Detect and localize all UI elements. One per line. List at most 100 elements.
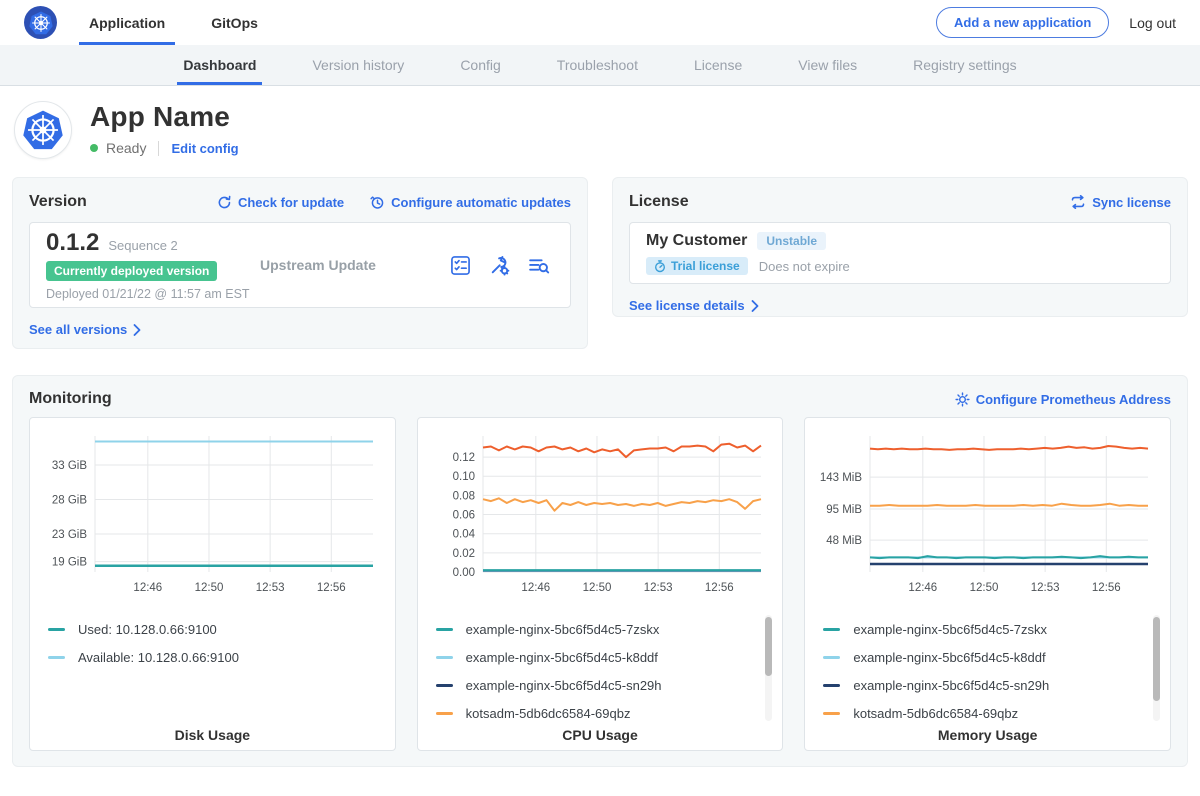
brand-logo[interactable] bbox=[24, 0, 57, 45]
subnav-registry-settings[interactable]: Registry settings bbox=[911, 45, 1018, 85]
disk-usage-title: Disk Usage bbox=[38, 727, 387, 747]
logout-button[interactable]: Log out bbox=[1129, 15, 1176, 31]
version-number: 0.1.2 bbox=[46, 229, 99, 257]
subnav-view-files[interactable]: View files bbox=[796, 45, 859, 85]
x-tick-label: 12:46 bbox=[521, 582, 550, 594]
legend-swatch-icon bbox=[48, 656, 65, 659]
tab-application[interactable]: Application bbox=[85, 0, 169, 45]
edit-config-link[interactable]: Edit config bbox=[171, 141, 238, 156]
legend-item: example-nginx-5bc6f5d4c5-sn29h bbox=[436, 671, 761, 699]
y-tick-label: 48 MiB bbox=[827, 535, 863, 547]
sync-license-link[interactable]: Sync license bbox=[1070, 195, 1171, 210]
y-tick-label: 0.02 bbox=[452, 548, 474, 560]
legend-label: Used: 10.128.0.66:9100 bbox=[78, 622, 217, 637]
legend-item: kotsadm-5db6dc6584-69qbz bbox=[436, 699, 761, 727]
top-navbar: Application GitOps Add a new application… bbox=[0, 0, 1200, 45]
chevron-right-icon bbox=[751, 300, 759, 312]
version-card: Version Check for update Configure au bbox=[12, 177, 588, 349]
sync-license-label: Sync license bbox=[1092, 195, 1171, 210]
chart-canvas: 12:4612:5012:5312:560.120.100.080.060.04… bbox=[426, 426, 769, 608]
see-license-details-label: See license details bbox=[629, 298, 745, 313]
divider bbox=[158, 141, 159, 156]
legend-label: Available: 10.128.0.66:9100 bbox=[78, 650, 239, 665]
legend-swatch-icon bbox=[823, 656, 840, 659]
channel-badge: Unstable bbox=[757, 232, 826, 250]
subnav-dashboard[interactable]: Dashboard bbox=[181, 45, 258, 85]
memory-usage-legend: example-nginx-5bc6f5d4c5-7zskx example-ng… bbox=[813, 613, 1162, 727]
legend-scrollbar-thumb[interactable] bbox=[1153, 617, 1160, 701]
cpu-usage-title: CPU Usage bbox=[426, 727, 775, 747]
memory-usage-chart-card: 12:4612:5012:5312:56143 MiB95 MiB48 MiB … bbox=[804, 417, 1171, 751]
x-tick-label: 12:46 bbox=[909, 582, 938, 594]
subnav-version-history[interactable]: Version history bbox=[310, 45, 406, 85]
subnav-config[interactable]: Config bbox=[458, 45, 502, 85]
legend-swatch-icon bbox=[823, 628, 840, 631]
subnav-troubleshoot[interactable]: Troubleshoot bbox=[555, 45, 640, 85]
expiration-label: Does not expire bbox=[759, 259, 850, 274]
y-tick-label: 143 MiB bbox=[820, 472, 863, 484]
x-tick-label: 12:53 bbox=[1031, 582, 1060, 594]
y-tick-label: 0.12 bbox=[452, 452, 474, 464]
view-diff-icon[interactable] bbox=[527, 254, 550, 277]
legend-label: example-nginx-5bc6f5d4c5-sn29h bbox=[466, 678, 662, 693]
legend-item: example-nginx-5bc6f5d4c5-k8ddf bbox=[436, 643, 761, 671]
legend-swatch-icon bbox=[436, 656, 453, 659]
y-tick-label: 28 GiB bbox=[52, 495, 87, 507]
legend-swatch-icon bbox=[436, 628, 453, 631]
y-tick-label: 0.04 bbox=[452, 529, 475, 541]
gear-icon bbox=[955, 392, 970, 407]
legend-item: example-nginx-5bc6f5d4c5-7zskx bbox=[823, 615, 1148, 643]
cpu-usage-chart-card: 12:4612:5012:5312:560.120.100.080.060.04… bbox=[417, 417, 784, 751]
see-license-details-link[interactable]: See license details bbox=[629, 298, 759, 313]
stopwatch-icon bbox=[654, 260, 666, 273]
check-for-update-link[interactable]: Check for update bbox=[217, 195, 344, 210]
x-tick-label: 12:56 bbox=[705, 582, 734, 594]
subnav-license[interactable]: License bbox=[692, 45, 744, 85]
tab-gitops[interactable]: GitOps bbox=[207, 0, 262, 45]
app-subnav: Dashboard Version history Config Trouble… bbox=[0, 45, 1200, 86]
license-card: License Sync license My Customer Unstabl… bbox=[612, 177, 1188, 317]
configure-prometheus-link[interactable]: Configure Prometheus Address bbox=[955, 392, 1171, 407]
legend-item: example-nginx-5bc6f5d4c5-sn29h bbox=[823, 671, 1148, 699]
version-source-label: Upstream Update bbox=[260, 257, 449, 273]
configure-automatic-updates-link[interactable]: Configure automatic updates bbox=[370, 195, 571, 210]
schedule-icon bbox=[370, 195, 385, 210]
status-badge: Ready bbox=[106, 140, 146, 156]
x-tick-label: 12:50 bbox=[582, 582, 611, 594]
check-for-update-label: Check for update bbox=[238, 195, 344, 210]
legend-swatch-icon bbox=[48, 628, 65, 631]
disk-usage-legend: Used: 10.128.0.66:9100 Available: 10.128.… bbox=[38, 613, 387, 727]
cpu-usage-plot: 12:4612:5012:5312:560.120.100.080.060.04… bbox=[426, 426, 775, 613]
add-application-button[interactable]: Add a new application bbox=[936, 7, 1109, 38]
page-title: App Name bbox=[90, 101, 239, 133]
status-dot-icon bbox=[90, 144, 98, 152]
y-tick-label: 33 GiB bbox=[52, 460, 87, 472]
legend-label: example-nginx-5bc6f5d4c5-k8ddf bbox=[853, 650, 1045, 665]
top-tabs: Application GitOps bbox=[85, 0, 262, 45]
sequence-label: Sequence 2 bbox=[108, 238, 177, 253]
config-wrench-icon[interactable] bbox=[488, 254, 511, 277]
preflight-checks-icon[interactable] bbox=[449, 254, 472, 277]
disk-usage-plot: 12:4612:5012:5312:5633 GiB28 GiB23 GiB19… bbox=[38, 426, 387, 613]
see-all-versions-link[interactable]: See all versions bbox=[29, 322, 141, 337]
app-header: App Name Ready Edit config bbox=[0, 86, 1200, 171]
x-tick-label: 12:56 bbox=[317, 582, 346, 594]
license-detail-card: My Customer Unstable Trial license Does … bbox=[629, 222, 1171, 284]
chevron-right-icon bbox=[133, 324, 141, 336]
current-version-card: 0.1.2 Sequence 2 Currently deployed vers… bbox=[29, 222, 571, 308]
license-type-badge: Trial license bbox=[646, 257, 748, 275]
license-type-label: Trial license bbox=[671, 259, 740, 273]
legend-scrollbar-thumb[interactable] bbox=[765, 617, 772, 676]
legend-scrollbar[interactable] bbox=[765, 615, 772, 721]
legend-label: example-nginx-5bc6f5d4c5-7zskx bbox=[466, 622, 660, 637]
deployed-badge: Currently deployed version bbox=[46, 261, 217, 281]
memory-usage-title: Memory Usage bbox=[813, 727, 1162, 747]
y-tick-label: 0.06 bbox=[452, 510, 474, 522]
legend-scrollbar[interactable] bbox=[1153, 615, 1160, 721]
configure-automatic-updates-label: Configure automatic updates bbox=[391, 195, 571, 210]
y-tick-label: 0.08 bbox=[452, 490, 474, 502]
legend-item: Available: 10.128.0.66:9100 bbox=[48, 643, 373, 671]
y-tick-label: 0.00 bbox=[452, 567, 474, 579]
see-all-versions-label: See all versions bbox=[29, 322, 127, 337]
x-tick-label: 12:53 bbox=[256, 582, 285, 594]
